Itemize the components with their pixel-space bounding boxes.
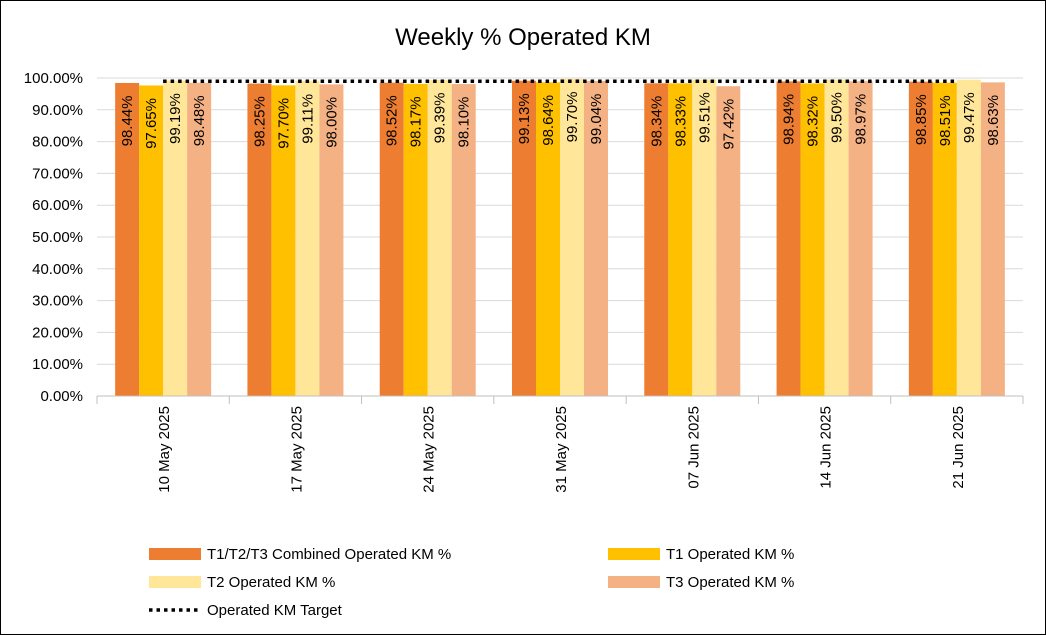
bar — [956, 79, 981, 397]
legend: T1/T2/T3 Combined Operated KM % T1 Operat… — [149, 546, 794, 619]
data-labels: 98.44% 98.25% 98.52% 99.13% 98.34% 98.94% 98.8… — [119, 92, 1002, 150]
data-label: 98.48% — [191, 95, 208, 146]
data-label: 98.44% — [119, 96, 136, 147]
y-tick-label: 30.00% — [32, 293, 83, 310]
bar — [716, 86, 741, 396]
y-tick-label: 100.00% — [24, 70, 83, 87]
y-tick-label: 80.00% — [32, 134, 83, 151]
data-label: 98.25% — [251, 96, 268, 147]
data-label: 98.52% — [384, 95, 401, 146]
data-label: 98.51% — [937, 95, 954, 146]
data-label: 99.70% — [564, 92, 581, 143]
y-tick-label: 20.00% — [32, 324, 83, 341]
data-label: 97.65% — [143, 98, 160, 149]
bar — [848, 81, 873, 397]
data-label: 98.32% — [805, 96, 822, 147]
x-tick-label: 10 May 2025 — [156, 406, 173, 493]
bar — [512, 80, 536, 396]
data-label: 98.85% — [913, 94, 930, 145]
y-tick-label: 90.00% — [32, 102, 83, 119]
bar — [379, 82, 404, 397]
y-tick-label: 40.00% — [32, 261, 83, 278]
bar — [644, 83, 669, 396]
x-tick-label: 17 May 2025 — [288, 406, 305, 493]
bar — [187, 82, 212, 396]
data-label: 99.51% — [696, 92, 713, 143]
bar — [584, 81, 608, 397]
data-label: 98.94% — [781, 94, 798, 145]
x-tick-label: 24 May 2025 — [421, 406, 438, 493]
y-tick-label: 70.00% — [32, 165, 83, 182]
legend-label: Operated KM Target — [207, 602, 343, 619]
bar — [427, 79, 452, 397]
data-label: 99.19% — [167, 93, 184, 144]
x-tick-label: 21 Jun 2025 — [950, 406, 967, 489]
legend-swatch — [608, 548, 660, 560]
data-label: 98.33% — [672, 96, 689, 147]
y-axis-ticks: 0.00% 10.00% 20.00% 30.00% 40.00% 50.00% 60.00… — [24, 70, 83, 405]
bar — [115, 82, 140, 396]
bar — [776, 81, 801, 397]
x-tick-label: 14 Jun 2025 — [818, 406, 835, 489]
data-label: 98.63% — [985, 95, 1002, 146]
data-label: 97.70% — [275, 98, 292, 149]
y-tick-label: 10.00% — [32, 356, 83, 373]
x-tick-label: 07 Jun 2025 — [685, 406, 702, 489]
bar — [319, 84, 344, 397]
bar — [403, 83, 428, 396]
data-label: 99.13% — [516, 93, 533, 144]
bar — [271, 85, 296, 397]
bar — [668, 83, 693, 396]
y-tick-label: 50.00% — [32, 229, 83, 246]
bar — [451, 84, 476, 397]
chart-title: Weekly % Operated KM — [395, 24, 651, 51]
legend-swatch — [149, 548, 201, 560]
data-label: 98.00% — [323, 97, 340, 148]
legend-swatch — [608, 576, 660, 588]
legend-label: T2 Operated KM % — [207, 574, 335, 591]
data-label: 98.64% — [540, 95, 557, 146]
x-tick-label: 31 May 2025 — [553, 406, 570, 493]
bar — [908, 81, 933, 397]
data-label: 98.97% — [853, 94, 870, 145]
legend-swatch — [149, 576, 201, 588]
bar — [247, 83, 272, 396]
bar — [139, 85, 164, 397]
x-axis-labels: 10 May 2025 17 May 2025 24 May 2025 31 May … — [156, 406, 967, 493]
bars — [115, 78, 1005, 397]
data-label: 99.39% — [432, 93, 449, 144]
bar — [932, 82, 957, 397]
legend-label: T3 Operated KM % — [666, 574, 794, 591]
data-label: 99.11% — [299, 94, 316, 144]
y-tick-label: 0.00% — [40, 388, 83, 405]
bar — [295, 80, 320, 396]
data-label: 99.04% — [588, 94, 605, 145]
data-label: 97.42% — [720, 99, 737, 150]
bar — [560, 78, 584, 396]
y-tick-label: 60.00% — [32, 197, 83, 214]
bar — [536, 82, 560, 396]
bar — [163, 80, 188, 396]
bar — [800, 83, 825, 396]
data-label: 98.34% — [648, 96, 665, 147]
data-label: 98.17% — [408, 96, 425, 147]
legend-label: T1 Operated KM % — [666, 546, 794, 563]
data-label: 99.47% — [961, 92, 978, 143]
bar — [692, 79, 717, 396]
bar — [824, 79, 849, 396]
data-label: 98.10% — [456, 97, 473, 148]
bar — [980, 82, 1005, 396]
data-label: 99.50% — [829, 92, 846, 143]
x-axis — [96, 395, 1024, 404]
legend-label: T1/T2/T3 Combined Operated KM % — [207, 546, 451, 563]
